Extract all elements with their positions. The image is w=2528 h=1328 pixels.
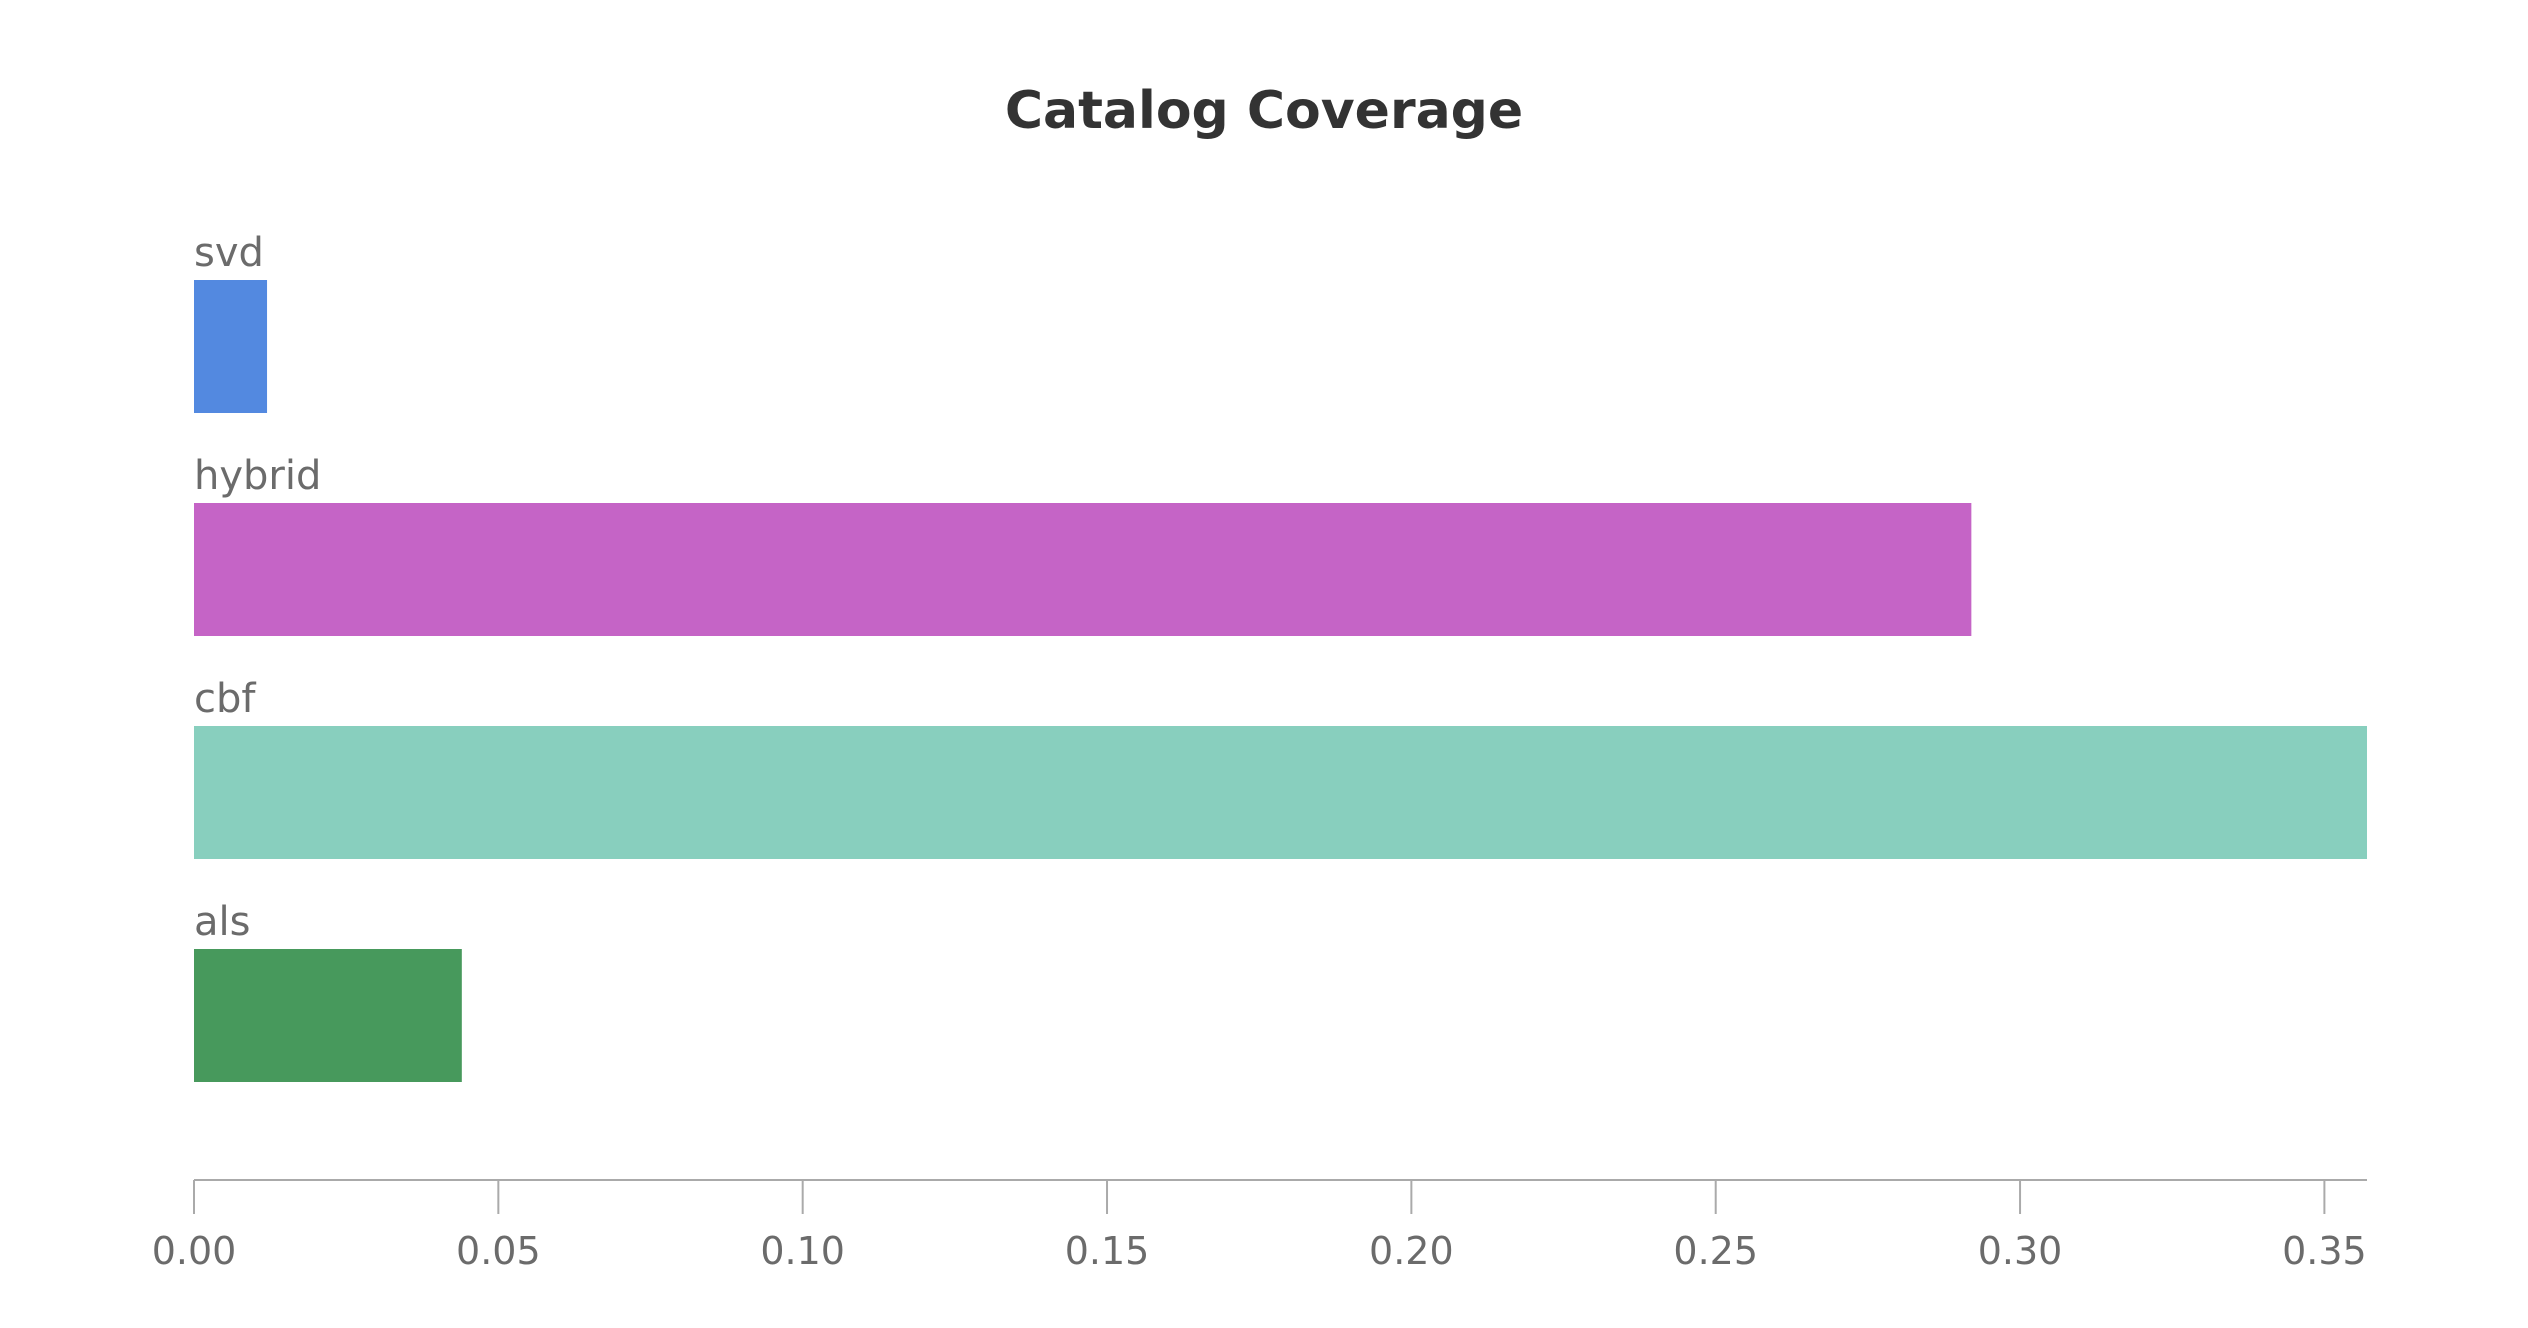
bar-label-svd: svd bbox=[194, 230, 264, 276]
bar-label-cbf: cbf bbox=[194, 676, 256, 722]
x-tick-label: 0.00 bbox=[152, 1229, 237, 1273]
x-tick-label: 0.05 bbox=[456, 1229, 541, 1273]
bar-als[interactable] bbox=[194, 949, 462, 1082]
bar-cbf[interactable] bbox=[194, 726, 2367, 859]
bar-hybrid[interactable] bbox=[194, 503, 1972, 636]
x-tick-label: 0.10 bbox=[760, 1229, 845, 1273]
x-tick-label: 0.35 bbox=[2282, 1229, 2367, 1273]
x-tick-label: 0.20 bbox=[1369, 1229, 1454, 1273]
bar-svd[interactable] bbox=[194, 280, 268, 413]
bar-label-als: als bbox=[194, 899, 250, 945]
chart-title: Catalog Coverage bbox=[1005, 81, 1523, 141]
x-axis: 0.00 0.05 0.10 0.15 0.20 0.25 0.30 0.35 bbox=[152, 1179, 2367, 1273]
x-tick-label: 0.25 bbox=[1673, 1229, 1758, 1273]
bar-label-hybrid: hybrid bbox=[194, 453, 321, 499]
x-tick-label: 0.30 bbox=[1978, 1229, 2063, 1273]
bars-group: svd hybrid cbf als bbox=[194, 230, 2367, 1082]
x-tick-label: 0.15 bbox=[1065, 1229, 1150, 1273]
